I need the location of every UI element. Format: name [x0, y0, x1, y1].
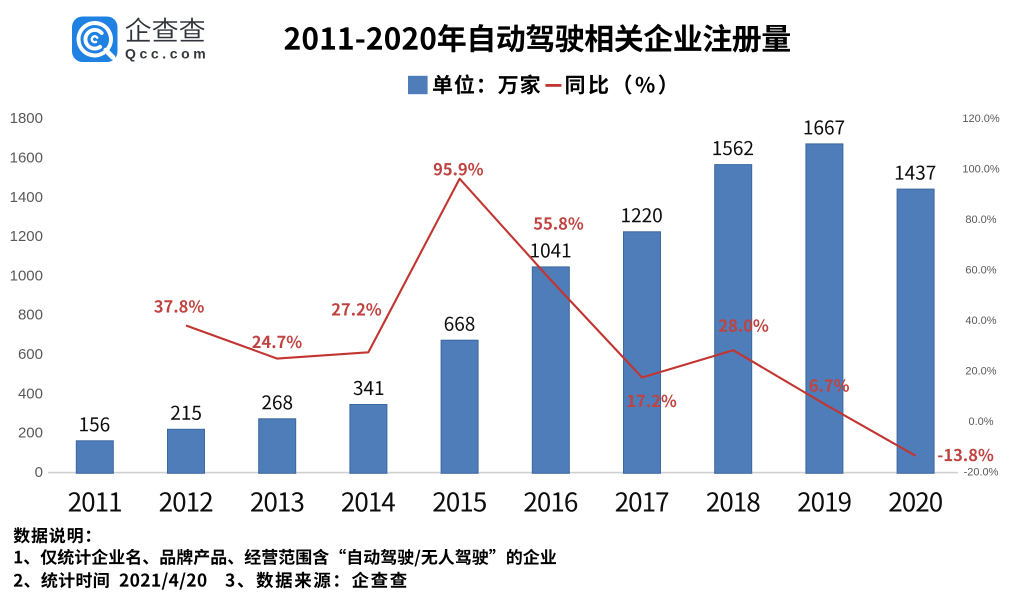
svg-text:400: 400	[18, 385, 43, 402]
svg-text:1600: 1600	[10, 150, 43, 167]
svg-text:1400: 1400	[10, 189, 43, 206]
svg-text:800: 800	[18, 307, 43, 324]
svg-text:80.0%: 80.0%	[965, 214, 996, 226]
svg-text:Qcc.com: Qcc.com	[125, 46, 209, 62]
svg-text:0.0%: 0.0%	[968, 416, 993, 428]
svg-text:-20.0%: -20.0%	[964, 467, 999, 479]
svg-text:60.0%: 60.0%	[965, 264, 996, 276]
svg-text:120.0%: 120.0%	[962, 113, 1000, 125]
svg-text:40.0%: 40.0%	[965, 315, 996, 327]
svg-text:1800: 1800	[10, 110, 43, 127]
svg-text:20.0%: 20.0%	[965, 365, 996, 377]
svg-text:600: 600	[18, 346, 43, 363]
svg-text:200: 200	[18, 425, 43, 442]
svg-text:1000: 1000	[10, 267, 43, 284]
svg-text:100.0%: 100.0%	[962, 163, 1000, 175]
svg-text:0: 0	[35, 464, 43, 481]
svg-text:1200: 1200	[10, 228, 43, 245]
